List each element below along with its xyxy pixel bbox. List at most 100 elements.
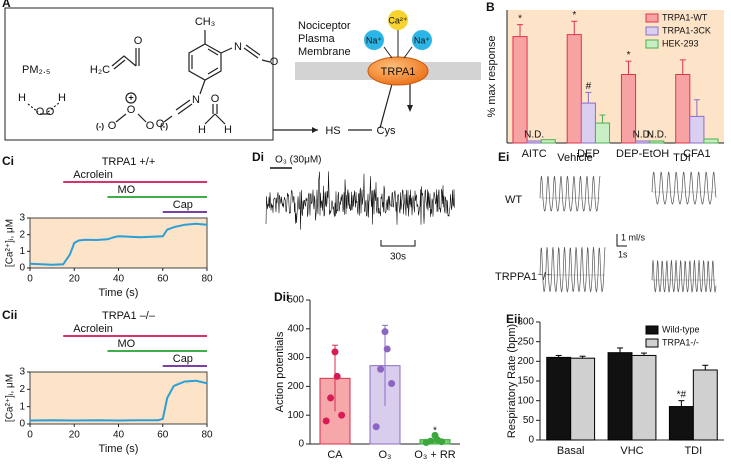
y-axis-label: Action potentials xyxy=(274,331,286,412)
scale-label: 1 ml/s xyxy=(621,232,646,242)
data-point xyxy=(388,380,396,388)
panel-label: Dii xyxy=(274,290,289,304)
legend-label: Wild-type xyxy=(662,324,700,334)
atom: N xyxy=(192,94,200,106)
y-tick-label: 500 xyxy=(287,295,304,306)
legend-label: TRPA1-WT xyxy=(662,12,708,22)
y-tick-label: 0 xyxy=(298,439,304,450)
bar xyxy=(703,138,719,144)
label: Cys xyxy=(377,125,396,137)
atom: O xyxy=(108,120,117,132)
x-tick-label: 60 xyxy=(157,430,169,441)
bar xyxy=(580,102,596,144)
label: PM₂.₅ xyxy=(22,64,50,76)
atom: O xyxy=(127,104,136,116)
y-tick-label: 0 xyxy=(19,263,25,274)
annotation: * xyxy=(627,50,631,61)
chart-title: TRPA1 +/+ xyxy=(102,156,156,168)
stimulus-label: Acrolein xyxy=(73,323,113,335)
bar xyxy=(566,34,582,144)
legend-swatch xyxy=(645,26,659,36)
bar xyxy=(675,74,691,144)
label: Membrane xyxy=(298,46,351,58)
bar xyxy=(692,369,718,441)
y-tick-label: 400 xyxy=(287,323,304,334)
data-point xyxy=(322,417,330,425)
stimulus-label: O₃ (30μM) xyxy=(275,155,322,166)
ion-label: Na⁺ xyxy=(366,35,383,45)
atom: O xyxy=(270,56,279,68)
bar xyxy=(635,140,651,144)
bar xyxy=(526,140,542,144)
ion-label: Na⁺ xyxy=(414,35,431,45)
y-tick-label: 100 xyxy=(287,410,304,421)
scale-label: 1s xyxy=(618,249,628,259)
ion xyxy=(412,30,432,50)
breathing-trace xyxy=(651,259,717,293)
x-tick-label: 20 xyxy=(69,274,81,285)
bar xyxy=(607,352,633,441)
legend-swatch xyxy=(645,39,659,49)
scale-bar xyxy=(380,240,416,247)
x-tick-label: TDI xyxy=(684,445,702,457)
structures xyxy=(27,30,411,131)
y-tick-label: 0 xyxy=(19,419,25,430)
breathing-trace xyxy=(651,171,717,205)
bar xyxy=(512,36,528,144)
legend-label: TRPA1-3CK xyxy=(662,25,711,35)
legend-swatch xyxy=(645,325,659,335)
ion xyxy=(364,30,384,50)
y-tick-label: 1 xyxy=(19,246,25,257)
panel-label: Ci xyxy=(2,154,14,168)
panel-label: Ei xyxy=(498,150,509,164)
x-tick-label: CA xyxy=(327,449,343,461)
x-tick-label: 0 xyxy=(27,430,33,441)
data-point xyxy=(438,438,446,446)
charge: + xyxy=(128,92,133,102)
data-point xyxy=(381,328,389,336)
y-tick-label: 300 xyxy=(287,352,304,363)
channel-label: TRPA1 xyxy=(381,66,416,78)
x-tick-label: 20 xyxy=(69,430,81,441)
scale-bar xyxy=(616,234,627,247)
y-tick-label: 3 xyxy=(19,213,25,224)
data-point xyxy=(333,372,341,380)
panel-label: A xyxy=(2,0,11,10)
data-point xyxy=(338,411,346,419)
atom: O xyxy=(134,35,143,47)
y-tick-label: 200 xyxy=(287,381,304,392)
bar xyxy=(546,356,572,441)
stimulus-label: MO xyxy=(117,338,135,350)
ion xyxy=(388,10,408,30)
x-tick-label: VHC xyxy=(620,445,643,457)
atom: O xyxy=(146,120,155,132)
x-tick-label: 80 xyxy=(201,430,213,441)
data-point xyxy=(377,365,385,373)
y-tick-label: 1 xyxy=(19,401,25,412)
x-tick-label: 0 xyxy=(27,274,33,285)
y-tick-label: 2 xyxy=(19,384,25,395)
y-axis-label: Respiratory Rate (bpm) xyxy=(506,324,518,438)
y-tick-label: 300 xyxy=(517,317,534,328)
legend-swatch xyxy=(645,13,659,23)
breathing-trace xyxy=(539,246,606,293)
ion-label: Ca²⁺ xyxy=(388,15,408,25)
stimulus-label: MO xyxy=(117,184,135,196)
x-tick-label: Basal xyxy=(557,445,585,457)
atom: H xyxy=(18,92,26,104)
y-tick-label: 50 xyxy=(523,415,535,426)
label: Plasma xyxy=(298,33,336,45)
x-tick-label: 60 xyxy=(157,274,169,285)
panel-label: Di xyxy=(252,150,264,164)
annotation: * xyxy=(572,10,576,21)
atom: O xyxy=(46,106,55,118)
y-tick-label: 3 xyxy=(19,367,25,378)
y-axis-label: % max response xyxy=(486,36,498,118)
y-tick-label: 200 xyxy=(517,356,534,367)
column-label: TDI xyxy=(673,152,691,164)
bar xyxy=(631,354,657,441)
x-tick-label: 40 xyxy=(113,274,125,285)
data-point xyxy=(372,423,380,431)
data-line xyxy=(29,222,208,266)
atom: CH₃ xyxy=(195,16,215,28)
